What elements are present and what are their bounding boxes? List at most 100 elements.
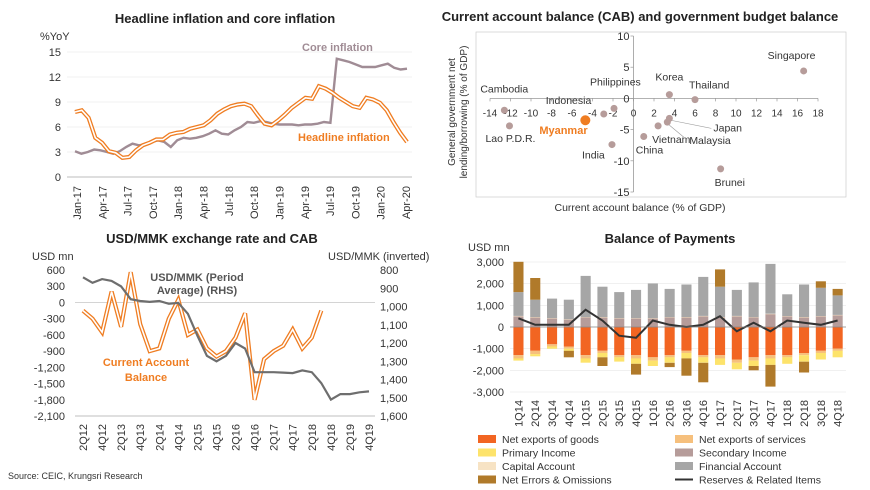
chart2-point xyxy=(691,96,699,104)
chart4-bar-segment xyxy=(715,355,726,359)
chart3-fx-line xyxy=(82,276,370,402)
chart3-title: USD/MMK exchange rate and CAB xyxy=(106,231,318,246)
chart2-leader-line xyxy=(669,124,688,141)
chart4-bar-segment xyxy=(748,282,759,318)
chart4-bar-segment xyxy=(731,359,742,363)
chart4-bar-segment xyxy=(782,315,793,317)
chart2-point xyxy=(663,118,671,126)
chart4-bar-segment xyxy=(614,292,625,319)
chart4-bar-segment xyxy=(698,315,709,317)
chart4-bar-segment xyxy=(731,327,742,360)
chart1-x-tick: Apr-18 xyxy=(199,186,211,219)
chart1-y-tick: 6 xyxy=(55,122,61,134)
chart2-x-tick: -4 xyxy=(588,108,597,119)
chart4-bar-segment xyxy=(631,355,642,359)
chart2-point xyxy=(500,106,508,114)
chart4-bar-segment xyxy=(664,327,675,356)
chart4-y-tick: 1,000 xyxy=(476,300,504,312)
chart4-bar-segment xyxy=(715,327,726,356)
chart3-right-unit: USD/MMK (inverted) xyxy=(328,251,429,263)
chart2-point xyxy=(580,115,591,126)
chart4-legend-label: Secondary Income xyxy=(699,448,787,460)
chart4-bar-segment xyxy=(832,288,843,296)
chart4-bar-segment xyxy=(647,360,658,366)
chart4-bar-segment xyxy=(799,327,810,353)
chart4-bar-segment xyxy=(765,314,776,327)
chart4-bar-segment xyxy=(748,357,759,361)
source-note: Source: CEIC, Krungsri Research xyxy=(8,471,143,481)
chart4-bar-segment xyxy=(715,269,726,287)
chart4-bar-segment xyxy=(631,363,642,375)
chart3-right-tick: 1,300 xyxy=(380,356,408,368)
chart4-bar-segment xyxy=(647,283,658,319)
chart4-bar-segment xyxy=(664,357,675,363)
chart4-x-tick: 1Q16 xyxy=(648,400,660,427)
chart3-x-tick: 4Q14 xyxy=(173,424,185,451)
chart4-bar-segment xyxy=(799,355,810,362)
chart4-legend-label: Net exports of services xyxy=(699,434,806,446)
chart4-legend-swatch xyxy=(675,435,693,443)
chart2-x-tick: 6 xyxy=(692,108,698,119)
chart4-title: Balance of Payments xyxy=(605,231,736,246)
chart4-bar-segment xyxy=(731,289,742,316)
chart2-point-label: China xyxy=(636,144,664,156)
chart4-bar-segment xyxy=(597,327,608,351)
chart4-bar-segment xyxy=(765,358,776,365)
chart2-point xyxy=(600,110,608,118)
chart1-x-tick: Jul-17 xyxy=(123,186,135,216)
chart4-bar-segment xyxy=(631,289,642,319)
chart2-y-tick: 5 xyxy=(623,62,629,74)
chart2-point-label: Lao P.D.R. xyxy=(485,133,535,145)
chart2-x-tick: -8 xyxy=(547,108,556,119)
chart4-bar-segment xyxy=(765,364,776,387)
chart2-point xyxy=(717,165,725,173)
chart4-bar-segment xyxy=(815,316,826,327)
chart4-y-tick: 2,000 xyxy=(476,279,504,291)
chart2-x-tick: -14 xyxy=(483,108,498,119)
chart2-y-label: General government netlending/borrowing … xyxy=(447,46,470,179)
chart4-bar-segment xyxy=(765,355,776,359)
chart2-y-tick: -5 xyxy=(620,125,630,137)
chart4-bar-segment xyxy=(513,292,524,316)
chart4-bar-segment xyxy=(664,355,675,358)
chart3-right-tick: 1,600 xyxy=(380,411,408,423)
chart4-x-tick: 2Q15 xyxy=(597,400,609,427)
chart4-bar-segment xyxy=(614,357,625,362)
chart4-bar-segment xyxy=(715,286,726,317)
chart2-x-tick: 14 xyxy=(771,108,783,119)
chart4-bar-segment xyxy=(765,327,776,356)
chart4-bar-segment xyxy=(547,344,558,347)
chart3-left-tick: 300 xyxy=(47,281,65,293)
chart4-bar-segment xyxy=(597,350,608,353)
chart4-legend-label: Financial Account xyxy=(699,461,781,473)
chart4-bar-segment xyxy=(748,317,759,318)
chart4-x-tick: 1Q17 xyxy=(715,400,727,427)
chart4-bar-segment xyxy=(547,318,558,327)
chart2-x-tick: 12 xyxy=(751,108,763,119)
chart4-bar-segment xyxy=(782,355,793,358)
chart4-bar-segment xyxy=(563,299,574,320)
chart4-bar-segment xyxy=(530,354,541,357)
chart3-right-tick: 1,200 xyxy=(380,338,408,350)
chart4-bar-segment xyxy=(580,358,591,363)
chart4-y-tick: 0 xyxy=(498,322,504,334)
chart1-y-tick: 0 xyxy=(55,172,61,184)
chart2-y-tick: -10 xyxy=(614,156,630,168)
chart4-legend-swatch xyxy=(675,448,693,457)
chart1-y-unit: %YoY xyxy=(40,31,70,43)
chart2-x-tick: -6 xyxy=(568,108,577,119)
chart4-bar-segment xyxy=(782,357,793,364)
chart2-point xyxy=(800,67,808,75)
chart4-bar-segment xyxy=(832,314,843,316)
chart3-right-tick: 1,100 xyxy=(380,320,408,332)
chart4-bar-segment xyxy=(664,317,675,318)
chart1-x-tick: Apr-17 xyxy=(97,186,109,219)
chart3-x-tick: 2Q16 xyxy=(231,424,243,451)
chart4-bar-segment xyxy=(547,318,558,319)
chart3-right-tick: 1,500 xyxy=(380,393,408,405)
chart2-x-tick: 4 xyxy=(672,108,678,119)
chart2-point xyxy=(640,132,648,140)
chart4-bar-segment xyxy=(698,362,709,383)
chart4-bar-segment xyxy=(681,350,692,353)
chart2-point-label: Brunei xyxy=(715,177,745,189)
